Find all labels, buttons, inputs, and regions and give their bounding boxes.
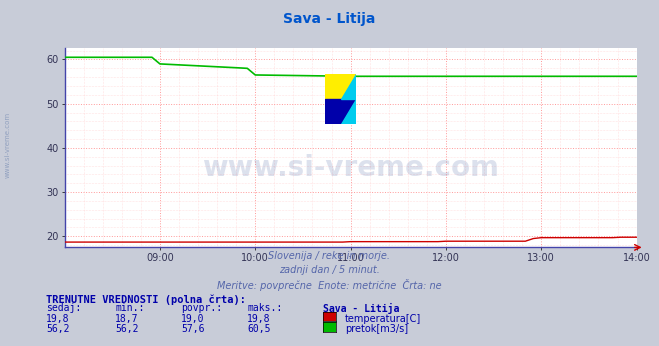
Text: 19,0: 19,0 [181, 314, 205, 324]
Polygon shape [325, 74, 357, 99]
Text: Sava - Litija: Sava - Litija [283, 12, 376, 26]
Text: TRENUTNE VREDNOSTI (polna črta):: TRENUTNE VREDNOSTI (polna črta): [46, 295, 246, 305]
Text: 18,7: 18,7 [115, 314, 139, 324]
Polygon shape [341, 74, 357, 99]
Text: povpr.:: povpr.: [181, 303, 222, 313]
Text: 60,5: 60,5 [247, 324, 271, 334]
Text: Slovenija / reke in morje.: Slovenija / reke in morje. [268, 251, 391, 261]
Text: www.si-vreme.com: www.si-vreme.com [5, 112, 11, 179]
Text: min.:: min.: [115, 303, 145, 313]
Text: 19,8: 19,8 [247, 314, 271, 324]
Text: 19,8: 19,8 [46, 314, 70, 324]
Text: pretok[m3/s]: pretok[m3/s] [345, 324, 408, 334]
Bar [325, 99, 357, 124]
Text: maks.:: maks.: [247, 303, 282, 313]
Text: www.si-vreme.com: www.si-vreme.com [202, 154, 499, 182]
Text: Meritve: povprečne  Enote: metrične  Črta: ne: Meritve: povprečne Enote: metrične Črta:… [217, 279, 442, 291]
Text: Sava - Litija: Sava - Litija [323, 303, 399, 315]
Polygon shape [325, 74, 341, 99]
Text: temperatura[C]: temperatura[C] [345, 314, 421, 324]
Text: 57,6: 57,6 [181, 324, 205, 334]
Text: 56,2: 56,2 [115, 324, 139, 334]
Text: sedaj:: sedaj: [46, 303, 81, 313]
Polygon shape [341, 99, 357, 124]
Text: zadnji dan / 5 minut.: zadnji dan / 5 minut. [279, 265, 380, 275]
Text: 56,2: 56,2 [46, 324, 70, 334]
